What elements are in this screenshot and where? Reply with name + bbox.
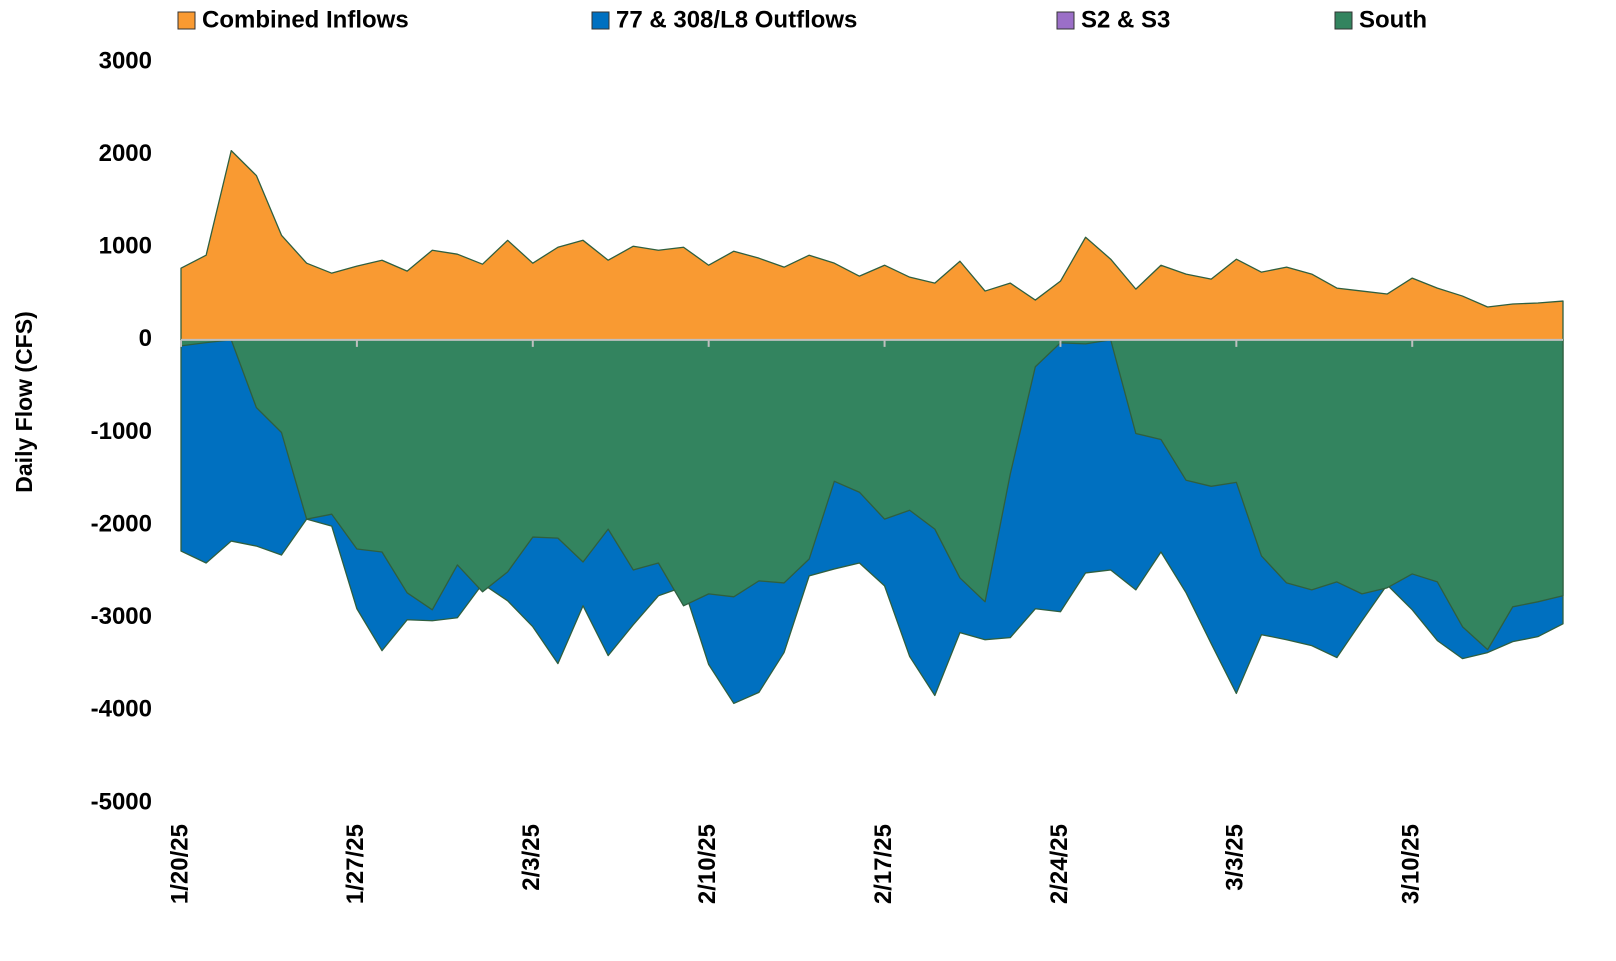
- x-tick-label: 2/3/25: [518, 824, 545, 891]
- legend-label: 77 & 308/L8 Outflows: [616, 6, 857, 33]
- y-tick-label: -2000: [91, 510, 152, 537]
- legend-swatch: [1056, 11, 1075, 30]
- legend-label: South: [1359, 6, 1427, 33]
- y-tick-label: -4000: [91, 696, 152, 723]
- x-tick-label: 3/10/25: [1398, 824, 1425, 904]
- y-axis-title: Daily Flow (CFS): [11, 311, 37, 492]
- legend-swatch: [177, 11, 196, 30]
- legend-label: Combined Inflows: [202, 6, 409, 33]
- x-tick-label: 2/24/25: [1046, 824, 1073, 904]
- x-tick-label: 1/20/25: [166, 824, 193, 904]
- y-tick-label: -3000: [91, 603, 152, 630]
- x-tick-label: 1/27/25: [342, 824, 369, 904]
- y-tick-label: 1000: [99, 233, 152, 260]
- legend-swatch: [591, 11, 610, 30]
- legend-swatch: [1334, 11, 1353, 30]
- y-tick-label: 2000: [99, 140, 152, 167]
- x-tick-label: 2/10/25: [694, 824, 721, 904]
- x-tick-label: 3/3/25: [1222, 824, 1249, 891]
- legend-label: S2 & S3: [1081, 6, 1170, 33]
- area: [180, 339, 1564, 651]
- y-tick-label: -1000: [91, 418, 152, 445]
- y-tick-label: 3000: [99, 47, 152, 74]
- area: [180, 149, 1564, 341]
- x-tick-label: 2/17/25: [870, 824, 897, 904]
- y-tick-label: -5000: [91, 788, 152, 815]
- y-tick-label: 0: [139, 325, 152, 352]
